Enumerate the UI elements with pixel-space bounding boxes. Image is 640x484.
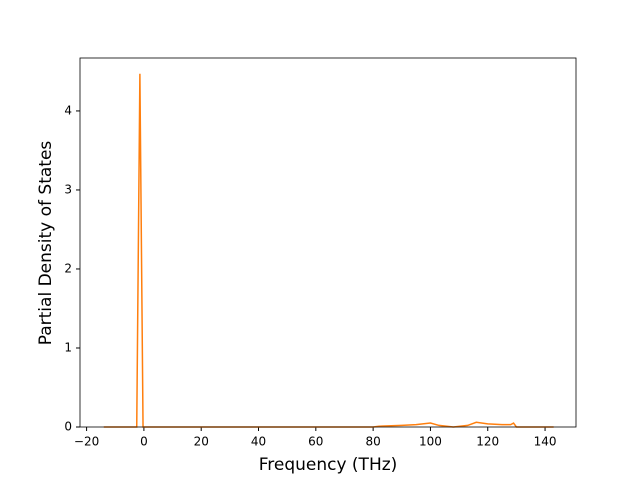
x-tick-label: 20 — [194, 435, 209, 449]
x-tick-label: 80 — [365, 435, 380, 449]
x-tick-label: 60 — [308, 435, 323, 449]
y-axis-label: Partial Density of States — [36, 141, 56, 346]
y-tick-label: 4 — [64, 103, 72, 117]
y-tick-label: 0 — [64, 420, 72, 434]
x-tick-label: −20 — [74, 435, 99, 449]
x-tick-label: 0 — [140, 435, 148, 449]
y-tick-label: 1 — [64, 340, 72, 354]
x-tick-label: 120 — [476, 435, 499, 449]
x-tick-label: 100 — [419, 435, 442, 449]
y-tick-label: 3 — [64, 182, 72, 196]
x-tick-label: 40 — [251, 435, 266, 449]
plot-frame — [79, 57, 577, 428]
x-axis-label: Frequency (THz) — [259, 455, 398, 475]
y-tick-label: 2 — [64, 261, 72, 275]
x-tick-label: 140 — [534, 435, 557, 449]
